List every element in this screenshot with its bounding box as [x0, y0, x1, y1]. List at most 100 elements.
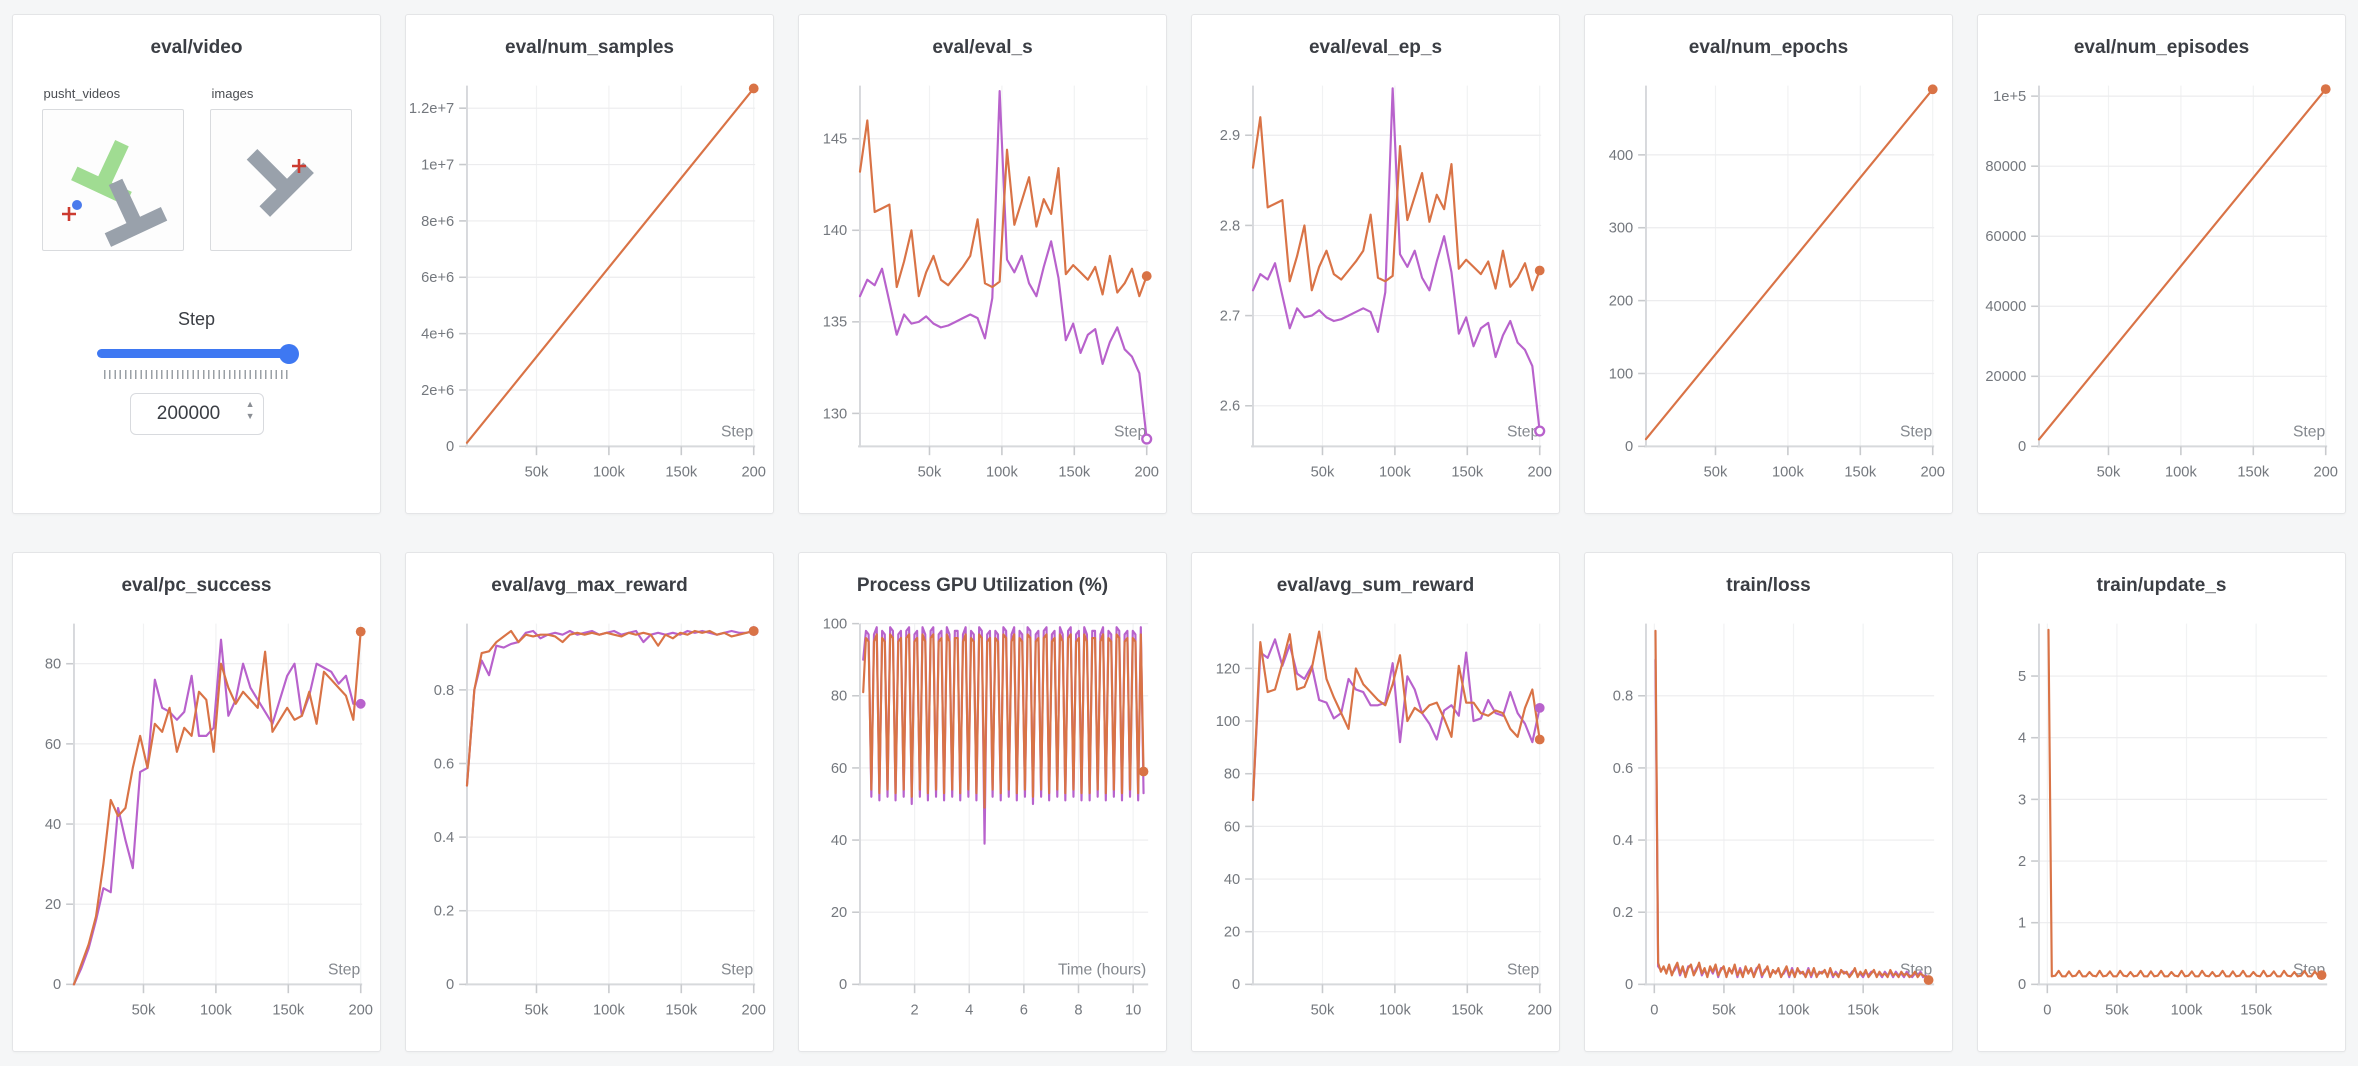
panel-title: eval/num_epochs [1688, 37, 1849, 58]
svg-text:80000: 80000 [1985, 159, 2026, 175]
svg-text:40: 40 [45, 817, 61, 833]
slider-tick-ruler [103, 369, 290, 379]
svg-text:50k: 50k [2105, 1003, 2129, 1019]
panel-eval-num-samples: eval/num_samples 50k 100k 150k 200 0 2e+6 4e+6… [405, 14, 774, 514]
svg-text:8: 8 [1074, 1003, 1082, 1019]
panel-eval-num-episodes: eval/num_episodes 50k 100k 150k 200 0 20000 40… [1977, 14, 2346, 514]
svg-text:0: 0 [446, 439, 454, 455]
svg-text:10: 10 [1125, 1003, 1141, 1019]
svg-text:Step: Step [721, 961, 754, 978]
panel-title: train/loss [1726, 575, 1811, 596]
target-cross-icon [61, 206, 76, 221]
svg-text:2.7: 2.7 [1220, 308, 1240, 324]
panel-title: eval/avg_max_reward [491, 575, 688, 596]
goal-t-shape [70, 139, 132, 206]
video-thumbnail-images[interactable]: images [209, 85, 352, 251]
svg-text:80: 80 [831, 688, 847, 704]
chart-eval-pc-success[interactable]: 50k 100k 150k 200 0 20 40 60 80 Step [23, 602, 373, 1045]
step-slider[interactable] [96, 343, 299, 364]
video-panel-body: pusht_videos i [23, 64, 370, 507]
svg-text:100: 100 [823, 616, 848, 632]
panel-title: eval/avg_sum_reward [1276, 575, 1475, 596]
svg-text:145: 145 [823, 131, 848, 147]
svg-text:100: 100 [1216, 714, 1241, 730]
panel-title: eval/num_episodes [2073, 37, 2250, 58]
svg-text:200: 200 [1920, 465, 1945, 481]
agent-dot [71, 199, 82, 210]
step-value-input[interactable] [129, 392, 264, 435]
svg-text:Step: Step [1114, 423, 1147, 440]
chart-eval-avg-max-reward[interactable]: 50k 100k 150k 200 0 0.2 0.4 0.6 0.8 Step [416, 602, 766, 1045]
svg-text:Step: Step [721, 423, 754, 440]
svg-text:0.6: 0.6 [434, 756, 454, 772]
svg-text:0: 0 [1625, 439, 1633, 455]
svg-text:Step: Step [1507, 961, 1540, 978]
video-thumbnail-pusht[interactable]: pusht_videos [41, 86, 184, 251]
svg-text:50k: 50k [525, 465, 549, 481]
step-slider-handle[interactable] [278, 343, 299, 364]
chart-eval-avg-sum-reward[interactable]: 50k 100k 150k 200 0 20 40 60 80 100 120 Step [1202, 602, 1552, 1045]
panel-title: eval/eval_s [932, 37, 1033, 58]
svg-text:150k: 150k [2237, 465, 2270, 481]
svg-text:40: 40 [831, 833, 847, 849]
panel-train-update-s: train/update_s 0 50k 100k 150k 0 1 2 3 4 5 Step [1977, 552, 2346, 1052]
chart-gpu-utilization[interactable]: 2 4 6 8 10 0 20 40 60 80 100 Time (hours) [809, 602, 1156, 1045]
svg-text:1e+5: 1e+5 [1993, 89, 2026, 105]
svg-text:2.8: 2.8 [1220, 218, 1240, 234]
svg-text:1e+7: 1e+7 [421, 157, 454, 173]
svg-text:120: 120 [1216, 661, 1241, 677]
thumbnail-label: images [211, 85, 254, 101]
chart-train-update-s[interactable]: 0 50k 100k 150k 0 1 2 3 4 5 Step [1988, 602, 2335, 1045]
svg-text:0.8: 0.8 [434, 683, 454, 699]
svg-text:4: 4 [965, 1003, 973, 1019]
svg-text:5: 5 [2018, 669, 2026, 685]
panel-train-loss: train/loss 0 50k 100k 150k 0 0.2 0.4 0.6 0.8 Step [1584, 552, 1953, 1052]
panel-eval-avg-sum-reward: eval/avg_sum_reward 50k 100k 150k 200 0 20 40 6… [1191, 552, 1560, 1052]
svg-text:50k: 50k [132, 1003, 156, 1019]
svg-text:400: 400 [1609, 148, 1634, 164]
svg-text:2: 2 [911, 1003, 919, 1019]
svg-text:100k: 100k [593, 1003, 626, 1019]
svg-text:20: 20 [45, 897, 61, 913]
svg-text:Step: Step [2293, 423, 2326, 440]
svg-text:1.2e+7: 1.2e+7 [409, 101, 454, 117]
svg-text:2e+6: 2e+6 [421, 383, 454, 399]
svg-text:150k: 150k [665, 465, 698, 481]
svg-text:200: 200 [1527, 465, 1552, 481]
panel-eval-eval-ep-s: eval/eval_ep_s 50k 100k 150k 200 2.6 2.7 2.8 2.… [1191, 14, 1560, 514]
svg-text:150k: 150k [2240, 1003, 2273, 1019]
svg-text:200: 200 [1527, 1003, 1552, 1019]
svg-text:0: 0 [1650, 1003, 1658, 1019]
svg-text:0.8: 0.8 [1613, 688, 1633, 704]
images-frame [209, 108, 352, 251]
svg-text:20: 20 [1224, 924, 1240, 940]
chart-eval-num-samples[interactable]: 50k 100k 150k 200 0 2e+6 4e+6 6e+6 8e+6 1e+7 1.2e+… [409, 64, 766, 507]
panel-eval-pc-success: eval/pc_success 50k 100k 150k 200 0 20 40 60 80 S… [12, 552, 381, 1052]
chart-eval-eval-s[interactable]: 50k 100k 150k 200 130 135 140 145 Step [809, 64, 1159, 507]
svg-text:50k: 50k [2097, 465, 2121, 481]
stepper-down-icon[interactable]: ▼ [245, 410, 255, 421]
svg-text:0: 0 [1625, 977, 1633, 993]
svg-text:150k: 150k [1847, 1003, 1880, 1019]
svg-text:200: 200 [348, 1003, 373, 1019]
step-slider-track[interactable] [96, 348, 297, 358]
chart-eval-num-episodes[interactable]: 50k 100k 150k 200 0 20000 40000 60000 80000 1e+5 S… [1985, 64, 2338, 507]
panel-title: eval/eval_ep_s [1308, 37, 1443, 58]
chart-train-loss[interactable]: 0 50k 100k 150k 0 0.2 0.4 0.6 0.8 Step [1595, 602, 1942, 1045]
svg-text:200: 200 [1134, 465, 1159, 481]
svg-text:60: 60 [1224, 819, 1240, 835]
svg-text:0.2: 0.2 [434, 903, 454, 919]
svg-text:0: 0 [53, 977, 61, 993]
svg-text:150k: 150k [272, 1003, 305, 1019]
chart-eval-eval-ep-s[interactable]: 50k 100k 150k 200 2.6 2.7 2.8 2.9 Step [1202, 64, 1552, 507]
svg-text:Step: Step [1900, 423, 1933, 440]
svg-text:300: 300 [1609, 220, 1634, 236]
target-cross-icon [291, 158, 306, 173]
panel-eval-avg-max-reward: eval/avg_max_reward 50k 100k 150k 200 0 0.2 0.… [405, 552, 774, 1052]
svg-text:50k: 50k [1311, 1003, 1335, 1019]
svg-text:50k: 50k [1712, 1003, 1736, 1019]
svg-text:4e+6: 4e+6 [421, 326, 454, 342]
svg-text:100k: 100k [1379, 1003, 1412, 1019]
stepper-up-icon[interactable]: ▲ [245, 398, 255, 409]
chart-eval-num-epochs[interactable]: 50k 100k 150k 200 0 100 200 300 400 Step [1595, 64, 1945, 507]
